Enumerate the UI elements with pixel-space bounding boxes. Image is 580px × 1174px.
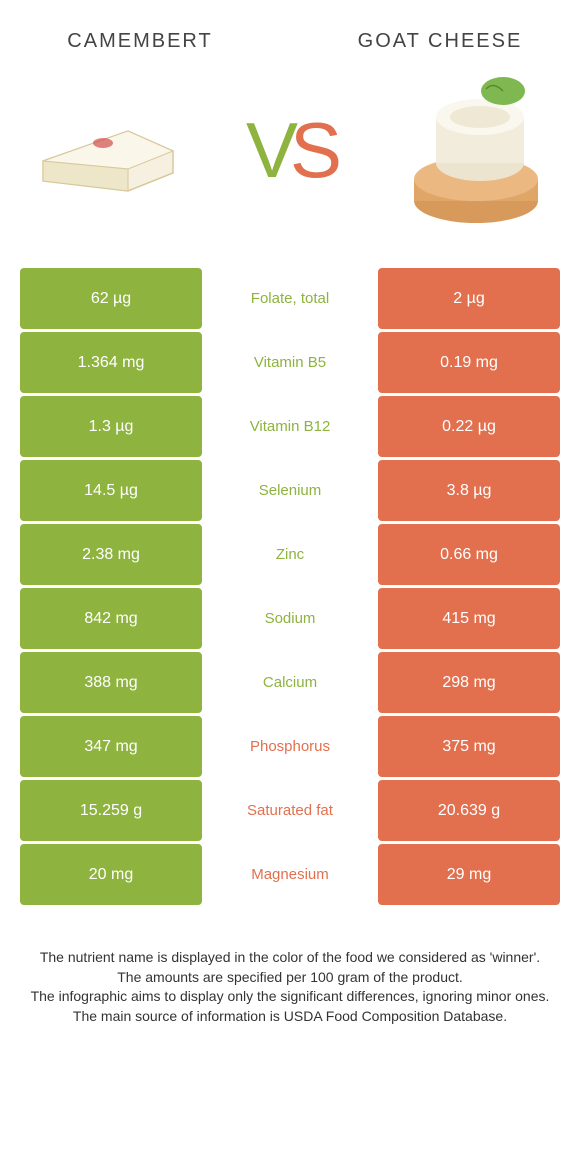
value-left: 20 mg: [20, 844, 202, 905]
value-right: 298 mg: [378, 652, 560, 713]
value-left: 842 mg: [20, 588, 202, 649]
nutrient-label: Phosphorus: [202, 716, 378, 777]
header: CAMEMBERT GOAT CHEESE: [20, 20, 560, 53]
footer-notes: The nutrient name is displayed in the co…: [20, 948, 560, 1026]
vs-label: VS: [246, 105, 334, 196]
footer-line-2: The amounts are specified per 100 gram o…: [30, 968, 550, 988]
food-left-title: CAMEMBERT: [30, 30, 250, 53]
table-row: 20 mgMagnesium29 mg: [20, 844, 560, 905]
camembert-icon: [20, 63, 195, 238]
table-row: 14.5 µgSelenium3.8 µg: [20, 460, 560, 521]
nutrient-label: Sodium: [202, 588, 378, 649]
table-row: 15.259 gSaturated fat20.639 g: [20, 780, 560, 841]
nutrient-label: Magnesium: [202, 844, 378, 905]
footer-line-1: The nutrient name is displayed in the co…: [30, 948, 550, 968]
value-right: 20.639 g: [378, 780, 560, 841]
nutrient-label: Vitamin B12: [202, 396, 378, 457]
nutrient-label: Folate, total: [202, 268, 378, 329]
table-row: 62 µgFolate, total2 µg: [20, 268, 560, 329]
value-right: 0.66 mg: [378, 524, 560, 585]
table-row: 1.3 µgVitamin B120.22 µg: [20, 396, 560, 457]
table-row: 388 mgCalcium298 mg: [20, 652, 560, 713]
value-left: 15.259 g: [20, 780, 202, 841]
nutrient-label: Saturated fat: [202, 780, 378, 841]
value-right: 0.19 mg: [378, 332, 560, 393]
vs-s: S: [290, 106, 334, 194]
goat-cheese-icon: [385, 63, 560, 238]
value-right: 415 mg: [378, 588, 560, 649]
table-row: 842 mgSodium415 mg: [20, 588, 560, 649]
value-left: 1.364 mg: [20, 332, 202, 393]
value-left: 62 µg: [20, 268, 202, 329]
value-right: 0.22 µg: [378, 396, 560, 457]
nutrient-label: Vitamin B5: [202, 332, 378, 393]
value-right: 2 µg: [378, 268, 560, 329]
table-row: 2.38 mgZinc0.66 mg: [20, 524, 560, 585]
footer-line-3: The infographic aims to display only the…: [30, 987, 550, 1007]
value-right: 29 mg: [378, 844, 560, 905]
table-row: 1.364 mgVitamin B50.19 mg: [20, 332, 560, 393]
footer-line-4: The main source of information is USDA F…: [30, 1007, 550, 1027]
value-right: 375 mg: [378, 716, 560, 777]
value-left: 347 mg: [20, 716, 202, 777]
nutrient-label: Calcium: [202, 652, 378, 713]
table-row: 347 mgPhosphorus375 mg: [20, 716, 560, 777]
value-left: 2.38 mg: [20, 524, 202, 585]
food-right-title: GOAT CHEESE: [330, 30, 550, 53]
nutrient-table: 62 µgFolate, total2 µg1.364 mgVitamin B5…: [20, 268, 560, 908]
vs-v: V: [246, 106, 290, 194]
value-right: 3.8 µg: [378, 460, 560, 521]
nutrient-label: Zinc: [202, 524, 378, 585]
value-left: 388 mg: [20, 652, 202, 713]
nutrient-label: Selenium: [202, 460, 378, 521]
food-image-row: VS: [20, 53, 560, 268]
value-left: 14.5 µg: [20, 460, 202, 521]
value-left: 1.3 µg: [20, 396, 202, 457]
